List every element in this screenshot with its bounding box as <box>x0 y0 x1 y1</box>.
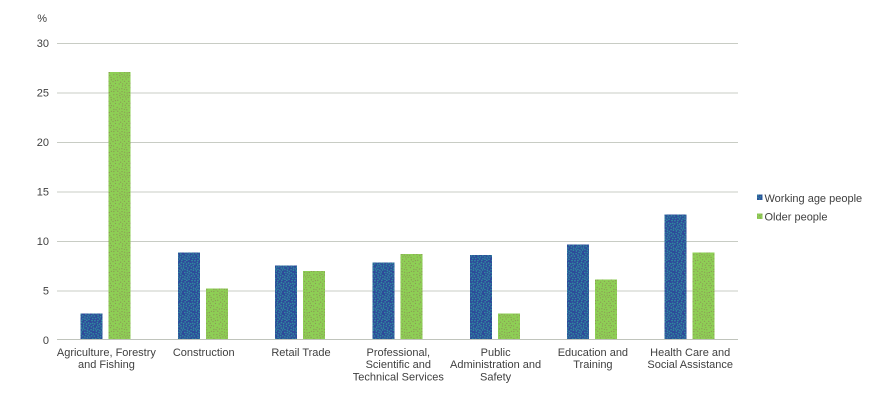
svg-text:and Fishing: and Fishing <box>78 359 135 371</box>
svg-text:Training: Training <box>573 359 612 371</box>
svg-text:Construction: Construction <box>173 347 235 359</box>
svg-text:Safety: Safety <box>480 371 512 383</box>
svg-text:Health Care and: Health Care and <box>650 347 730 359</box>
svg-text:Retail Trade: Retail Trade <box>271 347 330 359</box>
svg-text:Administration and: Administration and <box>450 359 541 371</box>
svg-text:Agriculture, Forestry: Agriculture, Forestry <box>57 347 157 359</box>
svg-text:5: 5 <box>43 286 49 298</box>
svg-text:Social Assistance: Social Assistance <box>647 359 733 371</box>
svg-text:Technical Services: Technical Services <box>353 371 445 383</box>
svg-text:10: 10 <box>37 236 49 248</box>
svg-text:Scientific and: Scientific and <box>366 359 431 371</box>
svg-text:Education and: Education and <box>558 347 628 359</box>
svg-text:%: % <box>37 13 47 25</box>
svg-text:15: 15 <box>37 187 49 199</box>
svg-text:20: 20 <box>37 137 49 149</box>
svg-text:Older people: Older people <box>765 212 828 224</box>
svg-text:Working age people: Working age people <box>765 193 863 205</box>
svg-text:Public: Public <box>481 347 511 359</box>
svg-text:25: 25 <box>37 88 49 100</box>
svg-text:0: 0 <box>43 335 49 347</box>
svg-text:30: 30 <box>37 38 49 50</box>
svg-text:Professional,: Professional, <box>367 347 431 359</box>
